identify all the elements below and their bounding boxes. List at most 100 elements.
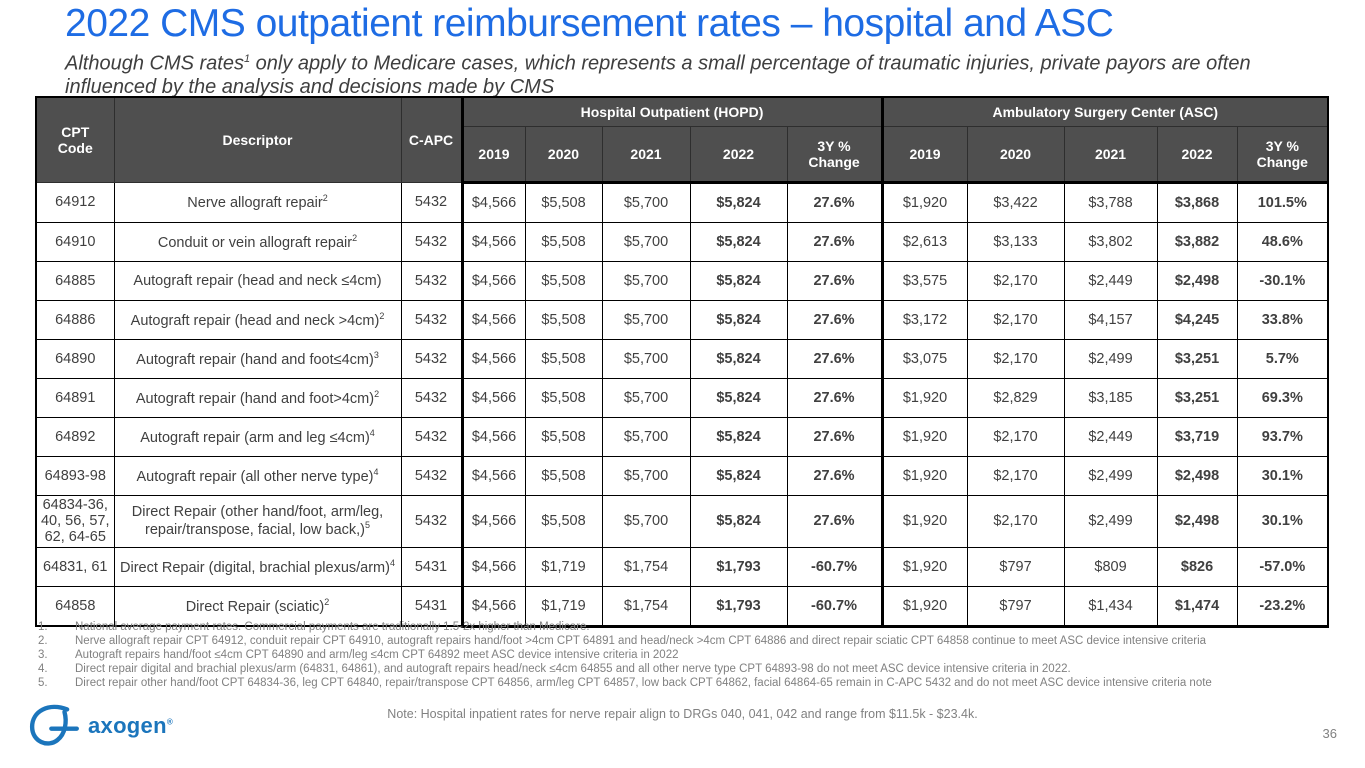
hopd-2021-cell: $5,700 — [601, 495, 691, 548]
axogen-logo-mark — [29, 704, 79, 746]
hopd-2020-cell: $5,508 — [524, 261, 603, 301]
hopd-2019-cell: $4,566 — [460, 546, 526, 587]
asc-2021-cell: $4,157 — [1063, 300, 1158, 340]
asc-2022-cell: $3,719 — [1156, 417, 1238, 457]
asc-2019-cell: $2,613 — [880, 222, 968, 262]
header-asc-2022: 2022 — [1156, 126, 1238, 183]
header-asc-3y-change: 3Y % Change — [1236, 126, 1329, 183]
cpt-code-cell: 64890 — [35, 339, 115, 379]
hopd-2020-cell: $1,719 — [524, 585, 603, 628]
hopd-2019-cell: $4,566 — [460, 261, 526, 301]
asc-change-cell: 5.7% — [1236, 339, 1329, 379]
table-body: 64912 Nerve allograft repair2 5432 $4,566 $5… — [35, 181, 1329, 628]
asc-2019-cell: $1,920 — [880, 378, 968, 418]
asc-2021-cell: $809 — [1063, 546, 1158, 587]
asc-2022-cell: $3,251 — [1156, 378, 1238, 418]
header-asc-2019: 2019 — [880, 126, 968, 183]
asc-2021-cell: $3,788 — [1063, 181, 1158, 223]
asc-2020-cell: $2,170 — [966, 261, 1065, 301]
asc-change-cell: 33.8% — [1236, 300, 1329, 340]
asc-change-cell: 30.1% — [1236, 495, 1329, 548]
footnotes: 1. National average payment rates. Commer… — [38, 620, 1360, 690]
asc-2019-cell: $1,920 — [880, 546, 968, 587]
cpt-code-cell: 64891 — [35, 378, 115, 418]
descriptor-cell: Autograft repair (arm and leg ≤4cm)4 — [113, 417, 402, 457]
hopd-2021-cell: $5,700 — [601, 339, 691, 379]
c-apc-cell: 5432 — [400, 378, 463, 418]
footnote: 3. Autograft repairs hand/foot ≤4cm CPT 6… — [38, 648, 1360, 662]
asc-2021-cell: $2,449 — [1063, 417, 1158, 457]
footnote-number: 2. — [38, 635, 48, 647]
subtitle-text-post: only apply to Medicare cases, which repr… — [65, 52, 1251, 98]
hopd-2020-cell: $5,508 — [524, 181, 603, 223]
header-cpt-code: CPT Code — [35, 96, 115, 183]
axogen-logo: axogen® — [26, 702, 173, 750]
hopd-2021-cell: $5,700 — [601, 417, 691, 457]
asc-change-cell: -23.2% — [1236, 585, 1329, 628]
c-apc-cell: 5432 — [400, 182, 463, 223]
hopd-change-cell: 27.6% — [786, 222, 884, 262]
asc-change-cell: 69.3% — [1236, 378, 1329, 418]
table-row: 64912 Nerve allograft repair2 5432 $4,566 $5… — [35, 181, 1329, 223]
cpt-code-cell: 64885 — [35, 261, 115, 301]
asc-2022-cell: $1,474 — [1156, 585, 1238, 628]
footnote-text: Direct repair other hand/foot CPT 64834-… — [75, 677, 1212, 689]
hopd-2022-cell: $5,824 — [689, 339, 788, 379]
asc-2021-cell: $3,185 — [1063, 378, 1158, 418]
asc-2020-cell: $797 — [966, 546, 1065, 587]
asc-2022-cell: $3,882 — [1156, 222, 1238, 262]
asc-2022-cell: $2,498 — [1156, 261, 1238, 301]
footnote: 1. National average payment rates. Commer… — [38, 620, 1360, 634]
footnote-number: 3. — [38, 649, 48, 661]
table-row: 64890 Autograft repair (hand and foot≤4cm… — [35, 339, 1329, 379]
footnote: 4. Direct repair digital and brachial ple… — [38, 662, 1360, 676]
header-hopd-3y-change: 3Y % Change — [786, 126, 883, 183]
asc-2019-cell: $1,920 — [880, 456, 968, 496]
table-row: 64892 Autograft repair (arm and leg ≤4cm)… — [35, 417, 1329, 457]
table-row: 64910 Conduit or vein allograft repair2 54… — [35, 222, 1329, 262]
hopd-2019-cell: $4,566 — [460, 495, 526, 548]
asc-2021-cell: $2,449 — [1063, 261, 1158, 301]
asc-2019-cell: $3,172 — [880, 300, 968, 340]
footnote: 5. Direct repair other hand/foot CPT 6483… — [38, 676, 1360, 690]
c-apc-cell: 5432 — [400, 495, 463, 548]
hopd-change-cell: 27.6% — [786, 300, 884, 340]
hopd-change-cell: 27.6% — [786, 181, 884, 223]
header-hopd-2019: 2019 — [460, 126, 526, 183]
asc-2020-cell: $2,170 — [966, 495, 1065, 548]
hopd-2019-cell: $4,566 — [460, 585, 526, 628]
table-row: 64885 Autograft repair (head and neck ≤4c… — [35, 261, 1329, 301]
asc-2022-cell: $3,868 — [1156, 181, 1238, 223]
asc-2019-cell: $1,920 — [880, 495, 968, 548]
asc-2020-cell: $3,133 — [966, 222, 1065, 262]
hopd-2020-cell: $5,508 — [524, 378, 603, 418]
hopd-2020-cell: $5,508 — [524, 222, 603, 262]
hopd-2019-cell: $4,566 — [460, 181, 526, 223]
cpt-code-cell: 64858 — [35, 585, 115, 627]
footnote-text: Autograft repairs hand/foot ≤4cm CPT 648… — [75, 649, 679, 661]
hopd-2022-cell: $5,824 — [689, 261, 788, 301]
registered-mark: ® — [166, 717, 174, 727]
asc-2021-cell: $2,499 — [1063, 495, 1158, 548]
hopd-2021-cell: $1,754 — [601, 546, 691, 587]
hopd-2022-cell: $5,824 — [689, 417, 788, 457]
cpt-code-cell: 64886 — [35, 300, 115, 340]
asc-2021-cell: $1,434 — [1063, 585, 1158, 628]
hopd-2019-cell: $4,566 — [460, 300, 526, 340]
asc-2021-cell: $3,802 — [1063, 222, 1158, 262]
hopd-2021-cell: $1,754 — [601, 585, 691, 628]
c-apc-cell: 5432 — [400, 417, 463, 457]
hopd-change-cell: 27.6% — [786, 339, 884, 379]
hopd-change-cell: 27.6% — [786, 456, 884, 496]
asc-2021-cell: $2,499 — [1063, 456, 1158, 496]
asc-2020-cell: $2,170 — [966, 456, 1065, 496]
c-apc-cell: 5431 — [400, 546, 463, 587]
hopd-change-cell: 27.6% — [786, 495, 884, 548]
asc-change-cell: -57.0% — [1236, 546, 1329, 587]
header-asc-2021: 2021 — [1063, 126, 1158, 183]
table-row: 64886 Autograft repair (head and neck >4c… — [35, 300, 1329, 340]
table-row: 64831, 61 Direct Repair (digital, brachia… — [35, 546, 1329, 587]
hopd-2019-cell: $4,566 — [460, 339, 526, 379]
header-hopd-group: Hospital Outpatient (HOPD) — [460, 96, 883, 127]
subtitle: Although CMS rates1 only apply to Medica… — [65, 48, 1280, 99]
